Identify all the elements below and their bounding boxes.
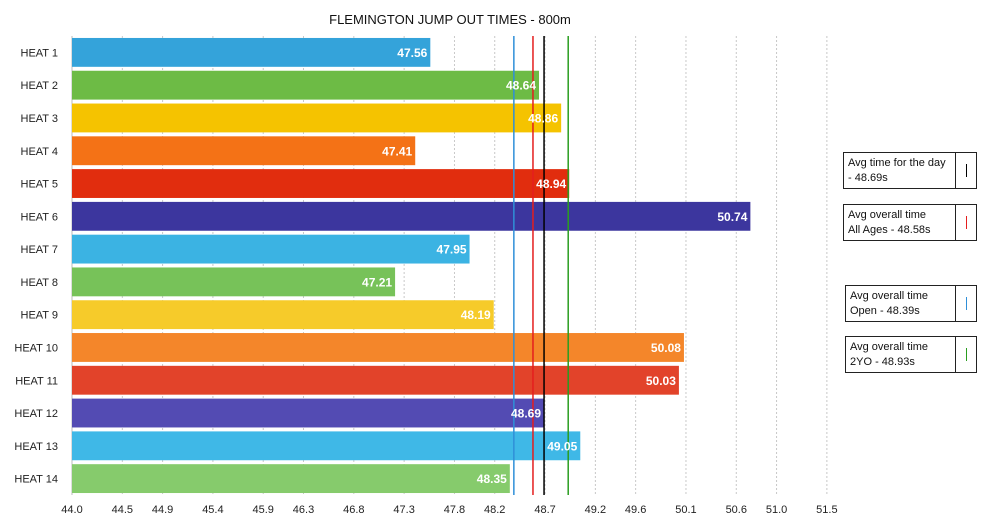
bar <box>72 169 570 198</box>
bar-value-label: 48.19 <box>461 308 491 322</box>
bar <box>72 201 751 231</box>
x-tick-label: 48.7 <box>534 504 555 516</box>
bar-value-label: 47.56 <box>397 46 427 60</box>
bar-value-label: 47.95 <box>437 243 467 257</box>
legend-line1: Avg overall time <box>850 340 929 353</box>
legend-line2: All Ages - 48.58s <box>848 223 931 236</box>
chart-title: FLEMINGTON JUMP OUT TIMES - 800m <box>329 12 571 27</box>
bar <box>72 365 679 395</box>
x-tick-label: 45.9 <box>253 504 274 516</box>
bar <box>72 267 396 297</box>
legend-line2: - 48.69s <box>848 171 888 184</box>
bar-value-label: 50.08 <box>651 341 681 355</box>
bar-value-label: 48.35 <box>477 472 507 486</box>
legend-item-2yo: Avg overall time 2YO - 48.93s <box>845 336 977 373</box>
category-label: HEAT 6 <box>21 211 59 223</box>
bar <box>72 37 431 67</box>
bar <box>72 136 416 166</box>
bar-value-label: 48.69 <box>511 407 541 421</box>
bar <box>72 103 562 133</box>
category-label: HEAT 1 <box>21 47 59 59</box>
legend-separator <box>955 153 956 188</box>
legend-separator <box>955 286 956 321</box>
legend-swatch <box>966 216 967 229</box>
legend-item-all-ages: Avg overall time All Ages - 48.58s <box>843 204 977 241</box>
category-label: HEAT 2 <box>21 80 59 92</box>
category-label: HEAT 4 <box>21 146 59 158</box>
x-tick-label: 51.0 <box>766 504 787 516</box>
x-tick-label: 44.0 <box>61 504 82 516</box>
legend-item-day-avg: Avg time for the day - 48.69s <box>843 152 977 189</box>
category-label: HEAT 5 <box>21 179 59 191</box>
x-tick-label: 50.6 <box>726 504 747 516</box>
legend-line1: Avg overall time <box>850 289 929 302</box>
bar-value-label: 48.94 <box>536 177 566 191</box>
category-label: HEAT 8 <box>21 277 59 289</box>
x-tick-label: 48.2 <box>484 504 505 516</box>
x-tick-labels: 44.0 44.5 44.9 45.4 45.9 46.3 46.8 47.3 47.8 48.2… <box>61 504 837 516</box>
bar-value-label: 48.86 <box>528 111 558 125</box>
x-tick-label: 47.8 <box>444 504 465 516</box>
legend-item-open: Avg overall time Open - 48.39s <box>845 285 977 322</box>
bars-layer <box>72 37 751 494</box>
category-label: HEAT 13 <box>14 441 58 453</box>
bar-value-label: 50.74 <box>717 210 747 224</box>
category-label: HEAT 7 <box>21 244 59 256</box>
bar-value-label: 50.03 <box>646 374 676 388</box>
x-tick-label: 50.1 <box>675 504 696 516</box>
legend-line2: Open - 48.39s <box>850 304 920 317</box>
category-label: HEAT 14 <box>14 474 58 486</box>
bar-value-label: 49.05 <box>547 439 577 453</box>
bar <box>72 464 510 494</box>
legend-swatch <box>966 297 967 310</box>
x-tick-label: 44.9 <box>152 504 173 516</box>
reference-lines <box>513 36 569 495</box>
x-tick-label: 46.3 <box>293 504 314 516</box>
category-label: HEAT 9 <box>21 310 59 322</box>
bar-value-label: 47.41 <box>382 144 412 158</box>
bar-value-label: 48.64 <box>506 79 536 93</box>
legend-line1: Avg time for the day <box>848 156 946 169</box>
category-label: HEAT 12 <box>14 408 58 420</box>
bar <box>72 70 540 100</box>
bar <box>72 300 494 330</box>
category-label: HEAT 10 <box>14 342 58 354</box>
category-label: HEAT 11 <box>15 375 58 387</box>
x-tick-label: 45.4 <box>202 504 223 516</box>
legend-separator <box>955 205 956 240</box>
legend-line1: Avg overall time <box>848 208 927 221</box>
bar <box>72 431 581 461</box>
value-labels: 47.56 48.64 48.86 47.41 48.94 50.74 47.95 47.21… <box>362 46 748 486</box>
legend-swatch <box>966 348 967 361</box>
x-tick-label: 44.5 <box>112 504 133 516</box>
bar <box>72 333 684 362</box>
legend-swatch <box>966 164 967 177</box>
category-labels: HEAT 1 HEAT 2 HEAT 3 HEAT 4 HEAT 5 HEAT 6 HEAT… <box>14 47 58 485</box>
bar <box>72 398 545 428</box>
category-label: HEAT 3 <box>21 113 59 125</box>
x-tick-label: 49.2 <box>585 504 606 516</box>
x-tick-label: 49.6 <box>625 504 646 516</box>
legend-line2: 2YO - 48.93s <box>850 355 915 368</box>
x-tick-label: 46.8 <box>343 504 364 516</box>
x-tick-label: 47.3 <box>393 504 414 516</box>
x-tick-label: 51.5 <box>816 504 837 516</box>
bar-value-label: 47.21 <box>362 275 392 289</box>
legend-separator <box>955 337 956 372</box>
bar <box>72 234 470 264</box>
